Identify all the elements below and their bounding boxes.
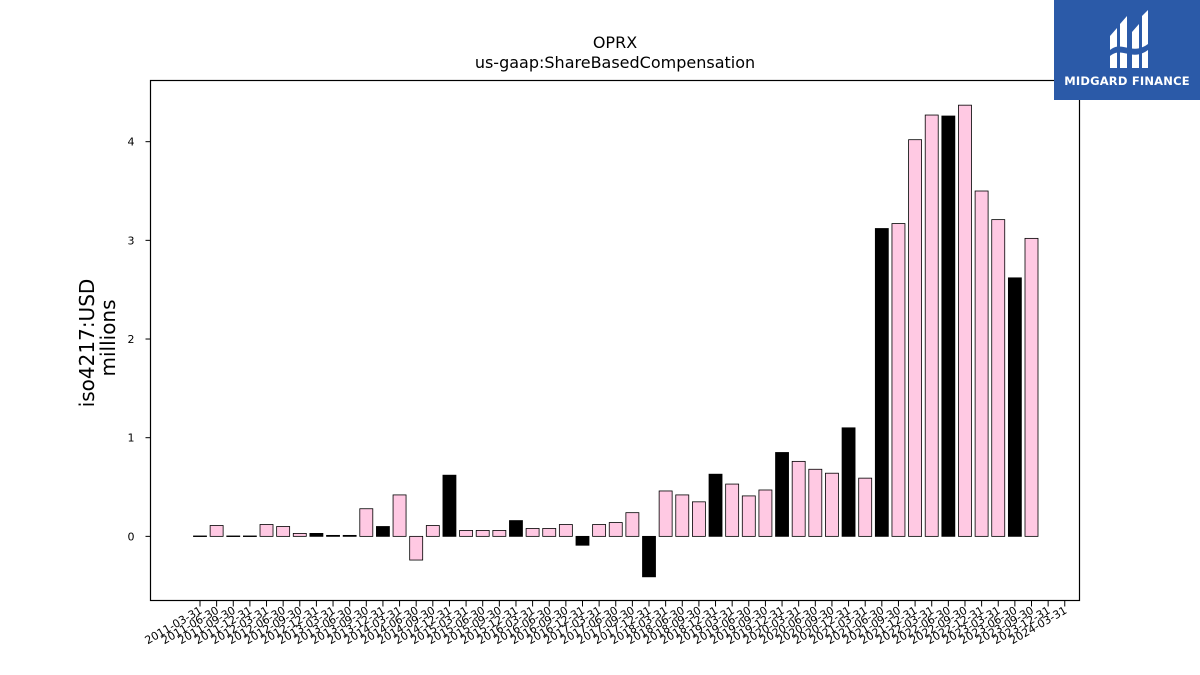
bar [825, 472, 839, 537]
bar [642, 535, 656, 578]
chart-subtitle: us-gaap:ShareBasedCompensation [475, 53, 755, 72]
y-axis-label: iso4217:USD [75, 279, 99, 408]
plot-frame [149, 79, 1081, 602]
bar [525, 528, 540, 537]
bar [1024, 237, 1039, 537]
bar [475, 530, 490, 537]
bar [409, 535, 424, 561]
y-tick-label: 0 [128, 530, 135, 543]
bar [725, 483, 740, 537]
bar [509, 520, 523, 537]
bar [874, 228, 889, 537]
y-tick-label: 4 [128, 136, 135, 149]
bar [841, 427, 856, 537]
bar [558, 524, 573, 537]
chart-title: OPRX [593, 33, 637, 52]
bar [658, 490, 673, 537]
midgard-logo-icon [1110, 10, 1148, 68]
bar [625, 512, 640, 537]
bar [592, 524, 607, 537]
bar [242, 535, 257, 537]
bar [974, 190, 989, 537]
bar [209, 525, 224, 537]
bar [608, 522, 623, 537]
bar [425, 525, 440, 537]
bar [359, 508, 374, 537]
bar [492, 530, 507, 537]
brand-logo: MIDGARD FINANCE [1054, 0, 1200, 100]
bar [924, 114, 939, 537]
bar [675, 494, 690, 537]
bar [259, 524, 274, 537]
bar [193, 535, 207, 537]
bar [708, 473, 723, 537]
y-tick-label: 1 [128, 432, 135, 445]
bar [808, 468, 823, 537]
y-tick-label: 3 [128, 234, 135, 247]
bar [459, 530, 473, 537]
logo-text: MIDGARD FINANCE [1064, 74, 1190, 88]
bar [775, 452, 789, 537]
bar [392, 494, 407, 537]
bar [309, 533, 324, 537]
bar [342, 534, 357, 537]
bar [226, 535, 241, 537]
bar [891, 223, 906, 537]
bar [442, 474, 457, 537]
bar [542, 528, 557, 537]
bar [276, 526, 291, 537]
y-axis-unit-label: millions [96, 299, 120, 376]
bar [741, 495, 756, 537]
bar [292, 533, 307, 537]
bar [991, 219, 1006, 537]
bar [941, 115, 956, 537]
bar [326, 534, 340, 537]
bar [858, 477, 873, 537]
bar [575, 535, 590, 546]
bar [692, 501, 706, 537]
bar [1007, 277, 1022, 537]
bar [791, 460, 806, 537]
bar [958, 104, 972, 537]
bar [376, 526, 390, 537]
bar [908, 139, 922, 537]
y-tick-label: 2 [128, 333, 135, 346]
bar [758, 489, 773, 537]
